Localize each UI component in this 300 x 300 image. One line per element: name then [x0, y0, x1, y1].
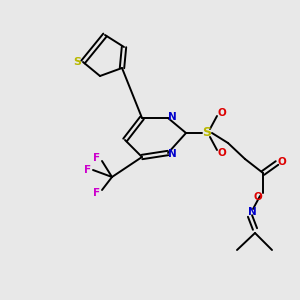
Text: O: O — [278, 157, 286, 167]
Text: F: F — [93, 188, 100, 198]
Text: F: F — [84, 165, 92, 175]
Text: O: O — [218, 148, 226, 158]
Text: F: F — [93, 153, 100, 163]
Text: O: O — [254, 192, 262, 202]
Text: S: S — [202, 127, 211, 140]
Text: O: O — [218, 108, 226, 118]
Text: S: S — [73, 57, 81, 67]
Text: N: N — [168, 112, 176, 122]
Text: N: N — [248, 207, 256, 217]
Text: N: N — [168, 149, 176, 159]
